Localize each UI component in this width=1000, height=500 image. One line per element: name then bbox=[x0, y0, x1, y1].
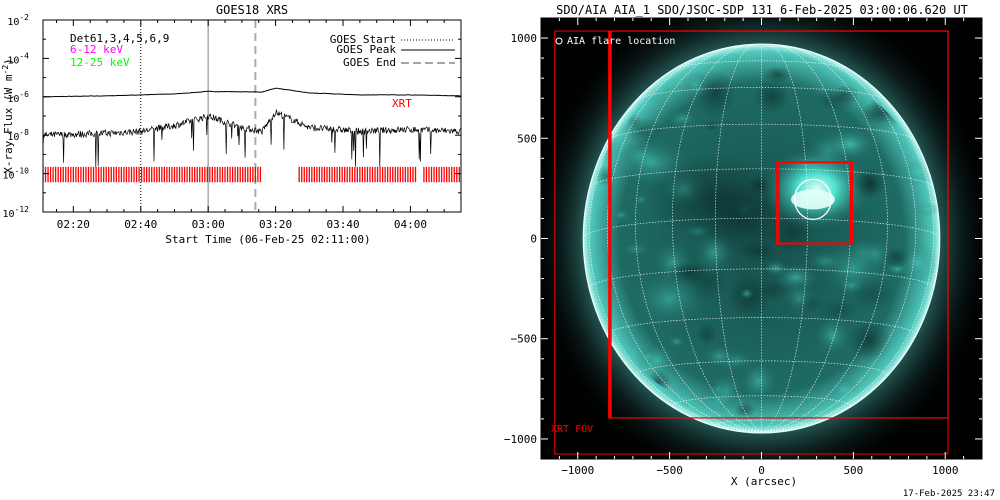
grid-longitude-line bbox=[761, 238, 941, 433]
legend-start-label: GOES Start bbox=[330, 33, 396, 46]
grid-longitude-line bbox=[761, 44, 851, 433]
goes-xtick-label: 03:40 bbox=[326, 218, 359, 231]
aia-xlabel: X (arcsec) bbox=[731, 475, 797, 488]
series-short-line bbox=[43, 109, 461, 168]
disk-texture-blob bbox=[753, 79, 790, 114]
aia-ytick-label: 500 bbox=[517, 132, 537, 145]
goes-xlabel: Start Time (06-Feb-25 02:11:00) bbox=[165, 233, 370, 246]
disk-texture-blob bbox=[757, 278, 788, 302]
grid-longitude-line bbox=[715, 44, 762, 433]
disk-texture-blob bbox=[703, 119, 720, 132]
disk-texture-blob bbox=[612, 209, 630, 221]
disk-texture-blob bbox=[739, 287, 755, 300]
active-region-glow bbox=[761, 146, 872, 231]
aia-overlays bbox=[554, 30, 949, 455]
flare-legend-label: AIA flare location bbox=[567, 36, 675, 47]
grid-longitude-line bbox=[672, 44, 762, 433]
aia-axes: −1000 −500 0 500 1000 1000 500 0 −500 −1000 bbox=[504, 18, 982, 477]
disk-texture-blob bbox=[813, 315, 852, 357]
aia-xtick-label: 500 bbox=[843, 464, 863, 477]
bright-region bbox=[611, 137, 692, 188]
disk-texture-blob bbox=[762, 259, 789, 277]
grid-latitude-line bbox=[674, 60, 849, 70]
bright-region bbox=[821, 126, 878, 163]
aia-xtick-label: 1000 bbox=[932, 464, 959, 477]
grid-longitude-line bbox=[582, 238, 762, 433]
grid-longitude-line bbox=[761, 46, 917, 433]
footer-timestamp: 17-Feb-2025 23:47 bbox=[903, 489, 995, 499]
grid-latitude-line bbox=[589, 168, 934, 188]
disk-texture-blob bbox=[667, 335, 686, 348]
heliographic-grid bbox=[582, 44, 941, 433]
legend-end-label: GOES End bbox=[343, 56, 396, 69]
grid-longitude-line bbox=[761, 44, 808, 433]
disk-texture-blob bbox=[818, 298, 860, 321]
disk-texture-blob bbox=[763, 65, 793, 85]
aia-ytick-label: −500 bbox=[511, 333, 538, 346]
aia-flare-legend: AIA flare location bbox=[555, 36, 675, 47]
band1-label: 6-12 keV bbox=[70, 43, 123, 56]
aia-xtick-label: 0 bbox=[758, 464, 765, 477]
disk-texture-blob bbox=[664, 107, 701, 130]
aia-title: SDO/AIA AIA_1 SDO/JSOC-SDP 131 6-Feb-202… bbox=[556, 3, 968, 17]
disk-texture-blob bbox=[913, 202, 940, 217]
goes-title: GOES18 XRS bbox=[216, 3, 288, 17]
bright-region bbox=[629, 268, 710, 329]
disk-texture-blob bbox=[640, 350, 656, 364]
goes-ytick-label: 10-12 bbox=[3, 205, 30, 220]
disk-texture-blob bbox=[681, 70, 710, 100]
disk-texture-blob bbox=[714, 348, 758, 373]
bright-region bbox=[818, 238, 889, 299]
xrt-label: XRT bbox=[392, 97, 412, 110]
grid-longitude-line bbox=[588, 59, 762, 433]
aia-panel: SDO/AIA AIA_1 SDO/JSOC-SDP 131 6-Feb-202… bbox=[504, 3, 983, 488]
goes-panel: GOES18 XRS 02:20 02:40 03:00 03:20 03:40 04:0… bbox=[1, 3, 462, 246]
disk-texture-blob bbox=[782, 280, 817, 318]
aia-xtick-label: −500 bbox=[656, 464, 683, 477]
disk-texture-blob bbox=[709, 380, 728, 398]
goes-ylabel: X-ray Flux (W m-2) bbox=[1, 58, 15, 174]
grid-longitude-line bbox=[761, 44, 888, 433]
goes-xtick-label: 03:00 bbox=[192, 218, 225, 231]
grid-latitude-line bbox=[715, 419, 808, 426]
flare-location-circle bbox=[793, 178, 832, 221]
disk-texture-blob bbox=[622, 117, 664, 143]
aia-ytick-label: 0 bbox=[530, 233, 537, 246]
goes-xtick-label: 02:40 bbox=[124, 218, 157, 231]
grid-longitude-line bbox=[606, 46, 762, 433]
grid-latitude-line bbox=[607, 123, 916, 141]
xrt-coverage-ticks bbox=[43, 166, 460, 183]
grid-longitude-line bbox=[761, 59, 935, 433]
solar-limb bbox=[582, 43, 941, 434]
disk-texture-blob bbox=[848, 319, 892, 362]
series-long-line bbox=[43, 87, 461, 98]
disk-texture-blob bbox=[739, 359, 779, 403]
grid-longitude-line bbox=[635, 44, 762, 433]
det-label: Det61,3,4,5,6,9 bbox=[70, 32, 169, 45]
flare-box-secondary bbox=[778, 161, 854, 245]
goes-legend: GOES Start GOES Peak GOES End bbox=[330, 33, 455, 69]
band2-label: 12-25 keV bbox=[70, 56, 130, 69]
xrt-fov-label: XRT FOV bbox=[551, 424, 593, 435]
goes-axes: 02:20 02:40 03:00 03:20 03:40 04:0010-210-410… bbox=[3, 13, 462, 231]
goes-plot-area bbox=[43, 20, 461, 212]
disk-texture-blob bbox=[621, 242, 650, 257]
goes-xtick-label: 04:00 bbox=[394, 218, 427, 231]
goes-ytick-label: 10-2 bbox=[7, 13, 29, 28]
aia-ytick-label: 1000 bbox=[511, 32, 538, 45]
goes-xtick-label: 02:20 bbox=[57, 218, 90, 231]
flare-kernel bbox=[790, 189, 835, 210]
aia-ytick-label: −1000 bbox=[504, 433, 537, 446]
aia-xtick-label: −1000 bbox=[561, 464, 594, 477]
disk-texture-blob bbox=[832, 84, 859, 105]
disk-texture-blob bbox=[632, 193, 649, 206]
disk-texture-blob bbox=[695, 322, 718, 346]
legend-peak-label: GOES Peak bbox=[336, 43, 396, 56]
flare-legend-marker bbox=[555, 37, 563, 45]
goes-xtick-label: 03:20 bbox=[259, 218, 292, 231]
